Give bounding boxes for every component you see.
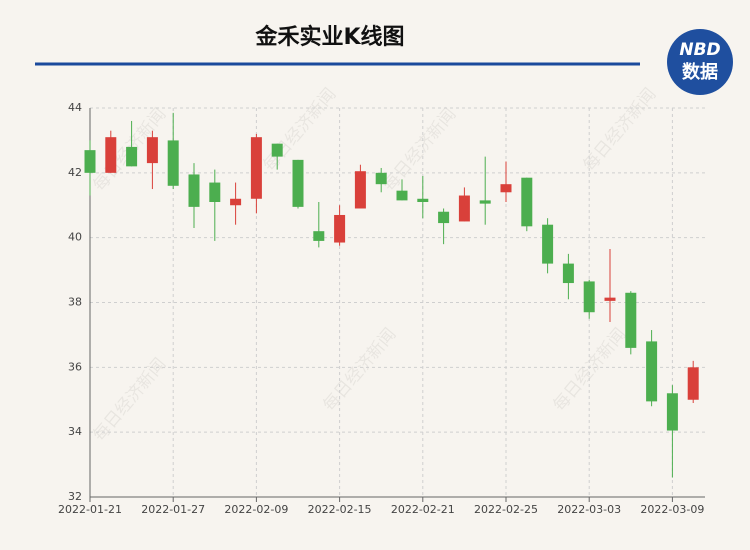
candle-body: [666, 393, 678, 431]
candle-body: [313, 231, 325, 241]
candle-body: [438, 211, 450, 224]
candle-body: [479, 200, 491, 204]
y-tick-label: 40: [68, 231, 82, 244]
chart-title: 金禾实业K线图: [254, 24, 404, 50]
logo-text: 数据: [682, 61, 718, 83]
candle-body: [583, 281, 595, 313]
y-tick-label: 44: [68, 101, 82, 114]
candle-body: [84, 150, 96, 173]
y-tick-label: 34: [68, 425, 82, 438]
candle-body: [146, 137, 158, 164]
candle-body: [250, 137, 262, 199]
x-tick-label: 2022-03-03: [557, 503, 621, 516]
logo-text: NBD: [679, 40, 720, 60]
x-tick-label: 2022-02-25: [474, 503, 538, 516]
candle-body: [188, 174, 200, 207]
y-tick-label: 36: [68, 360, 82, 373]
x-tick-label: 2022-03-09: [640, 503, 704, 516]
candle-body: [687, 367, 699, 400]
candle-body: [354, 171, 366, 209]
candle-body: [105, 137, 117, 173]
y-tick-label: 38: [68, 296, 82, 309]
candle-body: [126, 146, 138, 167]
candle-body: [167, 140, 179, 186]
candle-body: [396, 190, 408, 201]
x-tick-label: 2022-02-21: [391, 503, 455, 516]
candle-body: [521, 177, 533, 227]
candle-body: [542, 224, 554, 264]
candle-body: [604, 297, 616, 301]
candle-body: [271, 143, 283, 157]
logo: NBD 数据: [667, 29, 733, 95]
y-tick-label: 32: [68, 490, 82, 503]
candle-body: [334, 214, 346, 243]
candle-body: [375, 172, 387, 185]
candle-body: [209, 182, 221, 203]
x-tick-label: 2022-02-09: [224, 503, 288, 516]
candle-body: [625, 292, 637, 348]
candle-body: [646, 341, 658, 402]
candle-body: [500, 184, 512, 193]
plot: 32 34 36 38 40 42 44 2022-01-21 2022-01-27 2022-0…: [58, 101, 705, 516]
x-tick-label: 2022-01-27: [141, 503, 205, 516]
candle-body: [562, 263, 574, 284]
candle-body: [458, 195, 470, 222]
logo-circle: [667, 29, 733, 95]
x-tick-label: 2022-02-15: [308, 503, 372, 516]
candle-body: [417, 198, 429, 203]
candle-body: [292, 159, 304, 207]
x-tick-label: 2022-01-21: [58, 503, 122, 516]
candle-body: [230, 198, 242, 206]
y-tick-label: 42: [68, 166, 82, 179]
